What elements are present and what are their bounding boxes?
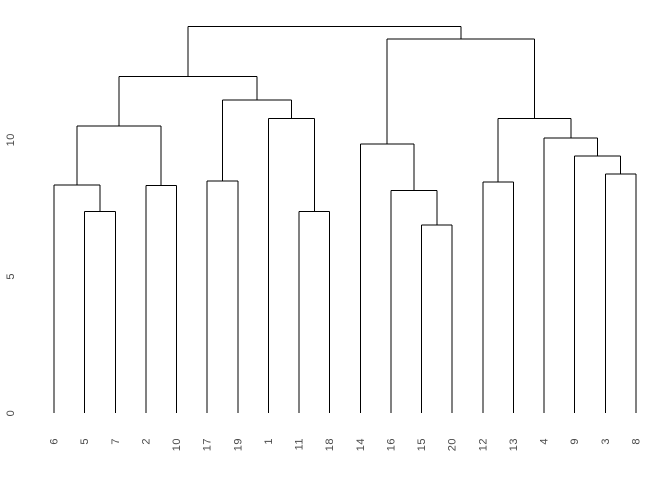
y-axis-tick-label: 10	[5, 133, 17, 146]
leaf-label: 2	[140, 438, 152, 445]
y-axis-tick-label: 5	[5, 273, 17, 280]
leaf-label: 18	[324, 438, 336, 451]
leaf-label: 20	[447, 438, 459, 451]
leaf-label: 1	[263, 438, 275, 445]
leaf-label: 4	[539, 438, 551, 445]
leaf-label: 10	[171, 438, 183, 451]
leaf-label: 13	[508, 438, 520, 451]
leaf-label: 12	[477, 438, 489, 451]
leaf-label: 3	[600, 438, 612, 445]
leaf-label: 9	[569, 438, 581, 445]
leaf-label: 5	[79, 438, 91, 445]
leaf-label: 17	[202, 438, 214, 451]
leaf-label: 8	[631, 438, 643, 445]
leaf-label: 19	[232, 438, 244, 451]
leaf-label: 11	[294, 438, 306, 450]
leaf-label: 7	[110, 438, 122, 445]
leaf-label: 6	[49, 438, 61, 445]
leaf-label: 15	[416, 438, 428, 451]
y-axis-tick-label: 0	[5, 410, 17, 417]
leaf-label: 14	[355, 438, 367, 451]
leaf-label: 16	[385, 438, 397, 451]
